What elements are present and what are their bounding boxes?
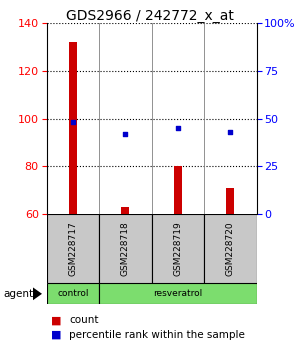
Bar (99, 214, 152, 283)
Text: count: count (69, 315, 98, 325)
Bar (69, 42, 77, 214)
Text: GSM228718: GSM228718 (121, 221, 130, 276)
Text: agent: agent (3, 289, 33, 299)
Text: control: control (57, 289, 88, 298)
Text: GSM228717: GSM228717 (68, 221, 77, 276)
Bar (174, 166, 182, 214)
Bar (99, 283, 256, 304)
Bar (46, 283, 99, 304)
Text: percentile rank within the sample: percentile rank within the sample (69, 330, 245, 339)
Text: GSM228720: GSM228720 (226, 221, 235, 276)
Bar (46, 214, 99, 283)
Text: ■: ■ (51, 315, 62, 325)
Bar (152, 214, 204, 283)
Bar (204, 214, 256, 283)
Bar (121, 207, 129, 214)
Text: ■: ■ (51, 330, 62, 339)
Text: GSM228719: GSM228719 (173, 221, 182, 276)
Polygon shape (33, 287, 42, 300)
Text: GDS2966 / 242772_x_at: GDS2966 / 242772_x_at (66, 9, 234, 23)
Bar (226, 188, 234, 214)
Point (123, 131, 128, 137)
Point (70, 120, 75, 125)
Text: resveratrol: resveratrol (153, 289, 202, 298)
Point (175, 125, 180, 131)
Point (228, 129, 233, 135)
